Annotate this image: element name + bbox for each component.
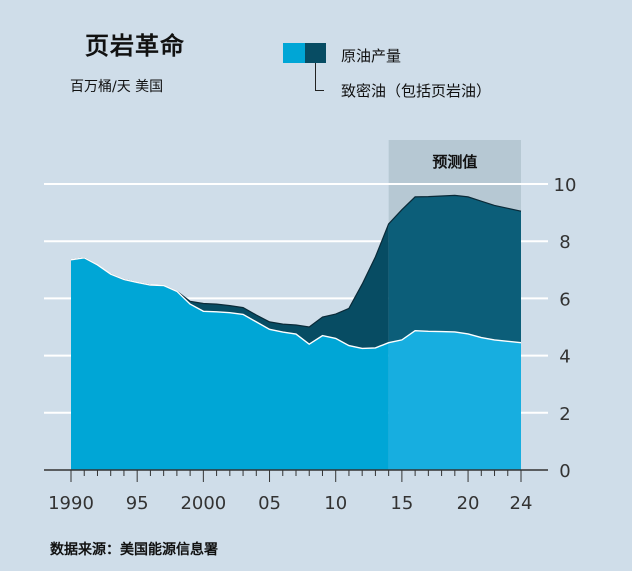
x-tick-label: 24 [510, 493, 533, 514]
legend-connector [315, 63, 324, 91]
legend-swatch-tight [305, 43, 326, 63]
source-note: 数据来源：美国能源信息署 [50, 542, 218, 558]
series-area-crude-forecast [388, 330, 521, 470]
y-tick-label: 6 [559, 289, 570, 310]
y-tick-label: 0 [559, 461, 570, 482]
x-tick-label: 20 [457, 493, 480, 514]
chart-title: 页岩革命 [85, 32, 185, 60]
series-area-crude-historic [71, 257, 389, 470]
chart-subtitle: 百万桶/天 美国 [70, 79, 164, 95]
y-tick-label: 4 [559, 347, 570, 368]
series-area-tight-forecast [388, 195, 521, 343]
y-tick-label: 2 [559, 404, 570, 425]
x-tick-label: 1990 [48, 493, 94, 514]
y-tick-label: 10 [554, 175, 577, 196]
legend-label-tight: 致密油（包括页岩油） [341, 82, 492, 100]
legend: 原油产量 致密油（包括页岩油） [283, 40, 583, 110]
x-tick-label: 10 [324, 493, 347, 514]
y-tick-label: 8 [559, 232, 570, 253]
legend-label-crude: 原油产量 [341, 47, 402, 65]
forecast-label: 预测值 [432, 153, 477, 171]
series-area-tight-historic [71, 224, 389, 349]
x-tick-label: 05 [258, 493, 281, 514]
legend-swatch-crude [283, 43, 305, 63]
x-tick-label: 2000 [180, 493, 226, 514]
series-line-boundary [70, 257, 522, 350]
x-tick-label: 95 [126, 493, 149, 514]
x-tick-label: 15 [390, 493, 413, 514]
